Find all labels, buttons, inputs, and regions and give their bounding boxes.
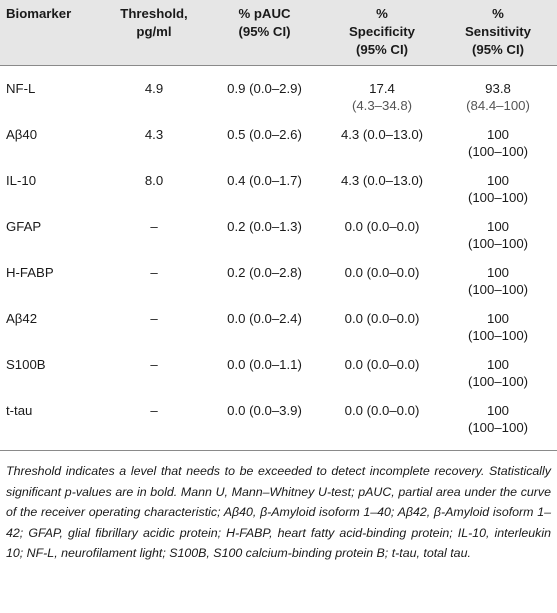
cell-sensitivity: 100 (100–100)	[439, 298, 557, 344]
cell-threshold: –	[150, 265, 158, 280]
cell-pauc: 0.4 (0.0–1.7)	[227, 173, 302, 188]
cell-biomarker: IL-10	[6, 173, 37, 188]
header-line: (95% CI)	[355, 42, 409, 57]
cell-specificity: 17.4 (4.3–34.8)	[325, 66, 439, 115]
cell-pauc: 0.5 (0.0–2.6)	[227, 127, 302, 142]
table-footnote: Threshold indicates a level that needs t…	[6, 464, 551, 560]
header-line: (95% CI)	[471, 42, 525, 57]
cell-threshold: –	[150, 403, 158, 418]
cell-specificity: 0.0 (0.0–0.0)	[325, 206, 439, 252]
cell-specificity-value: 0.0 (0.0–0.0)	[344, 265, 420, 280]
cell-specificity: 0.0 (0.0–0.0)	[325, 252, 439, 298]
cell-specificity-value: 0.0 (0.0–0.0)	[344, 219, 420, 234]
table-row: GFAP – 0.2 (0.0–1.3) 0.0 (0.0–0.0) 100 (…	[0, 206, 557, 252]
cell-biomarker: Aβ40	[6, 127, 38, 142]
table-row: H-FABP – 0.2 (0.0–2.8) 0.0 (0.0–0.0) 100…	[0, 252, 557, 298]
header-line: pg/ml	[136, 24, 172, 39]
header-biomarker: Biomarker	[0, 0, 104, 66]
table-row: t-tau – 0.0 (0.0–3.9) 0.0 (0.0–0.0) 100 …	[0, 390, 557, 450]
cell-biomarker: GFAP	[6, 219, 42, 234]
cell-biomarker: NF-L	[6, 81, 36, 96]
header-threshold: Threshold, pg/ml	[104, 0, 204, 66]
cell-sensitivity-value: 93.8	[485, 81, 511, 96]
cell-biomarker: t-tau	[6, 403, 33, 418]
table-row: S100B – 0.0 (0.0–1.1) 0.0 (0.0–0.0) 100 …	[0, 344, 557, 390]
table-row: Aβ42 – 0.0 (0.0–2.4) 0.0 (0.0–0.0) 100 (…	[0, 298, 557, 344]
cell-specificity-ci: (4.3–34.8)	[351, 98, 413, 113]
biomarker-table: Biomarker Threshold, pg/ml % pAUC (95% C…	[0, 0, 557, 451]
header-line: Specificity	[349, 24, 415, 39]
cell-specificity: 4.3 (0.0–13.0)	[325, 160, 439, 206]
cell-sensitivity-value: 100	[486, 265, 509, 280]
header-line: (95% CI)	[238, 24, 291, 39]
header-sensitivity: % Sensitivity (95% CI)	[439, 0, 557, 66]
cell-sensitivity-ci: (100–100)	[467, 420, 529, 435]
cell-pauc: 0.2 (0.0–2.8)	[227, 265, 302, 280]
header-line: % pAUC	[238, 6, 291, 21]
cell-biomarker: S100B	[6, 357, 46, 372]
cell-sensitivity-ci: (84.4–100)	[466, 98, 530, 113]
cell-sensitivity: 100 (100–100)	[439, 160, 557, 206]
table-row: IL-10 8.0 0.4 (0.0–1.7) 4.3 (0.0–13.0) 1…	[0, 160, 557, 206]
cell-sensitivity: 100 (100–100)	[439, 344, 557, 390]
header-line: Sensitivity	[465, 24, 531, 39]
cell-specificity-value: 17.4	[369, 81, 395, 96]
table-body: NF-L 4.9 0.9 (0.0–2.9) 17.4 (4.3–34.8) 9…	[0, 65, 557, 451]
cell-pauc: 0.0 (0.0–1.1)	[227, 357, 302, 372]
cell-sensitivity-ci: (100–100)	[467, 282, 529, 297]
cell-threshold: –	[150, 219, 158, 234]
cell-pauc: 0.0 (0.0–3.9)	[227, 403, 302, 418]
cell-threshold: –	[150, 311, 158, 326]
table-header: Biomarker Threshold, pg/ml % pAUC (95% C…	[0, 0, 557, 66]
cell-specificity-value: 4.3 (0.0–13.0)	[340, 127, 424, 142]
cell-specificity: 0.0 (0.0–0.0)	[325, 344, 439, 390]
cell-specificity-value: 0.0 (0.0–0.0)	[344, 311, 420, 326]
cell-specificity: 4.3 (0.0–13.0)	[325, 114, 439, 160]
cell-threshold: –	[150, 357, 158, 372]
table-row: Aβ40 4.3 0.5 (0.0–2.6) 4.3 (0.0–13.0) 10…	[0, 114, 557, 160]
cell-sensitivity-value: 100	[486, 219, 509, 234]
cell-pauc: 0.0 (0.0–2.4)	[227, 311, 302, 326]
cell-sensitivity-value: 100	[486, 403, 509, 418]
header-line: Threshold,	[120, 6, 188, 21]
header-line: %	[376, 6, 388, 21]
cell-specificity: 0.0 (0.0–0.0)	[325, 390, 439, 450]
cell-sensitivity: 100 (100–100)	[439, 252, 557, 298]
cell-sensitivity-ci: (100–100)	[467, 328, 529, 343]
footnote-divider	[0, 450, 557, 451]
cell-biomarker: Aβ42	[6, 311, 38, 326]
cell-specificity-value: 0.0 (0.0–0.0)	[344, 357, 420, 372]
biomarker-table-container: Biomarker Threshold, pg/ml % pAUC (95% C…	[0, 0, 557, 560]
cell-specificity-value: 0.0 (0.0–0.0)	[344, 403, 420, 418]
cell-sensitivity-value: 100	[486, 357, 509, 372]
cell-pauc: 0.9 (0.0–2.9)	[227, 81, 302, 96]
cell-sensitivity-ci: (100–100)	[467, 236, 529, 251]
header-line: Biomarker	[6, 6, 72, 21]
table-row: NF-L 4.9 0.9 (0.0–2.9) 17.4 (4.3–34.8) 9…	[0, 65, 557, 115]
header-line: %	[492, 6, 504, 21]
cell-specificity-value: 4.3 (0.0–13.0)	[340, 173, 424, 188]
cell-sensitivity-value: 100	[486, 127, 509, 142]
cell-sensitivity: 100 (100–100)	[439, 206, 557, 252]
cell-threshold: 8.0	[144, 173, 164, 188]
cell-biomarker: H-FABP	[6, 265, 54, 280]
cell-sensitivity-ci: (100–100)	[467, 190, 529, 205]
header-specificity: % Specificity (95% CI)	[325, 0, 439, 66]
cell-sensitivity-ci: (100–100)	[467, 144, 529, 159]
cell-threshold: 4.9	[144, 81, 164, 96]
header-row: Biomarker Threshold, pg/ml % pAUC (95% C…	[0, 0, 557, 66]
cell-pauc: 0.2 (0.0–1.3)	[227, 219, 302, 234]
cell-sensitivity: 100 (100–100)	[439, 390, 557, 450]
cell-specificity: 0.0 (0.0–0.0)	[325, 298, 439, 344]
cell-sensitivity-value: 100	[486, 173, 509, 188]
cell-sensitivity-value: 100	[486, 311, 509, 326]
cell-sensitivity: 100 (100–100)	[439, 114, 557, 160]
cell-threshold: 4.3	[144, 127, 164, 142]
cell-sensitivity: 93.8 (84.4–100)	[439, 66, 557, 115]
header-pauc: % pAUC (95% CI)	[204, 0, 325, 66]
cell-sensitivity-ci: (100–100)	[467, 374, 529, 389]
